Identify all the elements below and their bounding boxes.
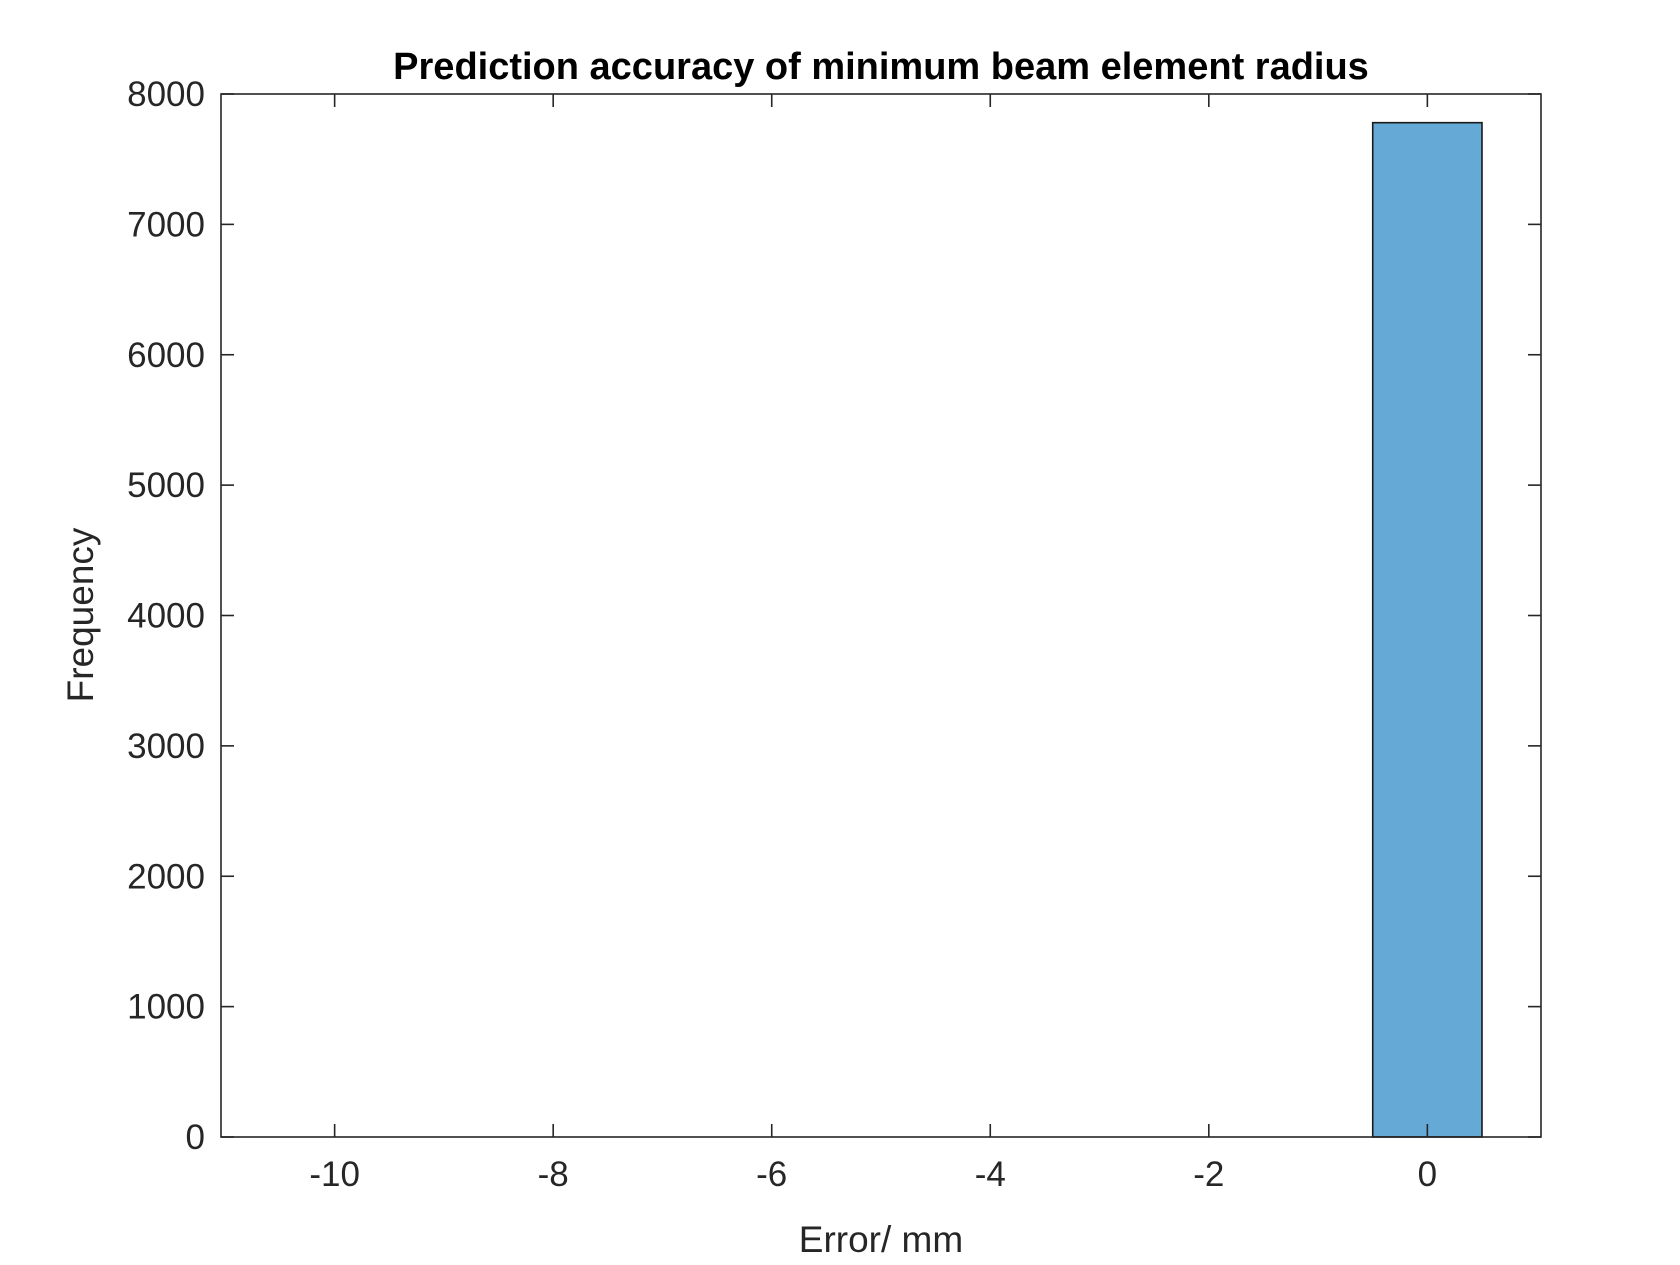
y-tick-label-2: 2000 bbox=[127, 857, 205, 896]
y-tick-label-1: 1000 bbox=[127, 988, 205, 1027]
x-tick-label-2: -6 bbox=[756, 1155, 787, 1194]
ticks-layer bbox=[221, 93, 1541, 1138]
y-tick-label-6: 6000 bbox=[127, 336, 205, 375]
x-tick-label-4: -2 bbox=[1193, 1155, 1224, 1194]
x-tick-label-3: -4 bbox=[975, 1155, 1006, 1194]
tick-labels-layer: -10 -8 -6 -4 -2 0 0 1000 2000 3000 4000 5000 6000 700… bbox=[127, 75, 1437, 1194]
y-tick-label-0: 0 bbox=[186, 1118, 205, 1157]
y-tick-label-3: 3000 bbox=[127, 727, 205, 766]
x-tick-label-0: -10 bbox=[309, 1155, 360, 1194]
plot-area-frame bbox=[220, 93, 1542, 1138]
x-axis-title: Error/ mm bbox=[799, 1219, 963, 1260]
y-tick-label-5: 5000 bbox=[127, 466, 205, 505]
y-tick-label-8: 8000 bbox=[127, 75, 205, 114]
chart-title: Prediction accuracy of minimum beam elem… bbox=[393, 46, 1369, 88]
y-tick-label-4: 4000 bbox=[127, 597, 205, 636]
bars-layer bbox=[1371, 121, 1483, 1138]
y-tick-label-7: 7000 bbox=[127, 205, 205, 244]
x-tick-label-5: 0 bbox=[1418, 1155, 1437, 1194]
histogram-bar-0 bbox=[1371, 121, 1483, 1138]
x-tick-label-1: -8 bbox=[538, 1155, 569, 1194]
y-axis-title: Frequency bbox=[60, 527, 101, 702]
